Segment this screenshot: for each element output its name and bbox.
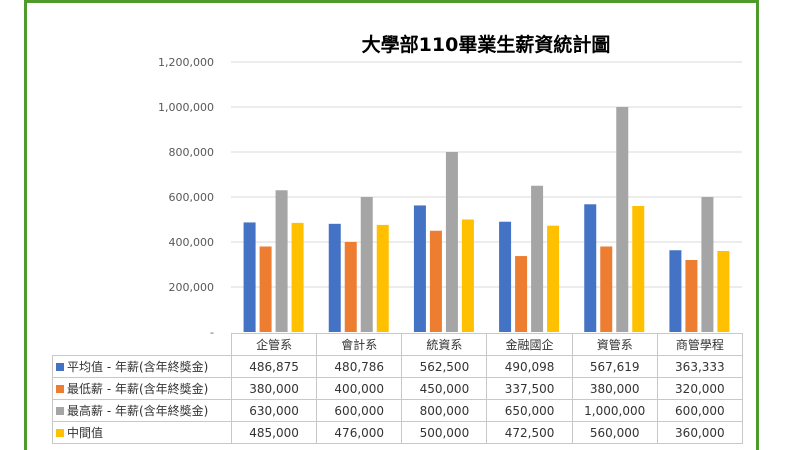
bar [547,225,560,332]
data-label: 500,000 [401,421,488,444]
data-label: 472,500 [486,421,573,444]
frame-border-top [24,0,759,3]
series-name: 平均值 - 年薪(含年終獎金) [67,360,209,374]
data-label: 320,000 [656,377,743,400]
legend-key [56,385,64,393]
bar [600,246,613,332]
bar [360,197,373,332]
x-tick-label: 統資系 [401,333,488,356]
y-tick-label: 600,000 [169,191,215,204]
y-tick-label: - [210,326,214,339]
table-row: 最高薪 - 年薪(含年終獎金) 630,000 600,000 800,000 650,… [52,399,743,422]
bar [584,204,597,332]
bar [259,246,272,332]
y-tick-label: 1,000,000 [158,101,214,114]
legend-entry: 中間值 [52,421,232,444]
table-corner [52,333,232,356]
data-label: 400,000 [316,377,403,400]
bar [291,222,304,332]
y-tick-label: 200,000 [169,281,215,294]
series-name: 最低薪 - 年薪(含年終獎金) [67,382,209,396]
bar [701,197,714,332]
bar [344,242,357,332]
bar [243,222,256,332]
x-tick-label: 商管學程 [656,333,743,356]
data-label: 600,000 [656,399,743,422]
data-label: 490,098 [486,355,573,378]
series-name: 中間值 [67,426,104,440]
bar [429,230,442,332]
legend-entry: 最低薪 - 年薪(含年終獎金) [52,377,232,400]
bar [669,250,682,332]
table-row: 中間值 485,000 476,000 500,000 472,500 560,000 36… [52,421,743,444]
data-label: 380,000 [230,377,318,400]
table-row: 平均值 - 年薪(含年終獎金) 486,875 480,786 562,500 490,… [52,355,743,378]
x-tick-label: 會計系 [316,333,403,356]
bar [413,205,426,332]
y-tick-label: 400,000 [169,236,215,249]
legend-key [56,363,64,371]
data-label: 650,000 [486,399,573,422]
chart-title: 大學部110畢業生薪資統計圖 [361,34,611,56]
bar [445,152,458,332]
data-label: 450,000 [401,377,488,400]
data-label: 560,000 [571,421,658,444]
bar [461,219,474,332]
legend-key [56,429,64,437]
x-tick-label: 金融國企 [486,333,573,356]
bar [499,221,512,332]
bar [685,260,698,332]
data-label: 337,500 [486,377,573,400]
data-label: 480,786 [316,355,403,378]
data-label: 485,000 [230,421,318,444]
data-label: 476,000 [316,421,403,444]
frame-border-left [24,0,27,450]
bar [531,185,544,332]
table-row: 最低薪 - 年薪(含年終獎金) 380,000 400,000 450,000 337,… [52,377,743,400]
data-label: 630,000 [230,399,318,422]
legend-entry: 平均值 - 年薪(含年終獎金) [52,355,232,378]
x-tick-label: 企管系 [230,333,318,356]
legend-entry: 最高薪 - 年薪(含年終獎金) [52,399,232,422]
bar [632,206,645,332]
bar [328,223,341,332]
data-table: 企管系 會計系 統資系 金融國企 資管系 商管學程平均值 - 年薪(含年終獎金) 486,8… [52,333,743,444]
bar [717,251,730,332]
bar [275,190,288,332]
data-label: 800,000 [401,399,488,422]
data-label: 363,333 [656,355,743,378]
bar [376,224,389,332]
data-label: 562,500 [401,355,488,378]
data-label: 360,000 [656,421,743,444]
bar [515,256,528,332]
data-label: 567,619 [571,355,658,378]
data-label: 380,000 [571,377,658,400]
data-label: 1,000,000 [571,399,658,422]
series-name: 最高薪 - 年薪(含年終獎金) [67,404,209,418]
bar [616,107,629,332]
data-label: 486,875 [230,355,318,378]
y-tick-label: 800,000 [169,146,215,159]
x-tick-label: 資管系 [571,333,658,356]
frame-border-right [756,0,759,450]
data-label: 600,000 [316,399,403,422]
y-tick-label: 1,200,000 [158,56,214,69]
legend-key [56,407,64,415]
